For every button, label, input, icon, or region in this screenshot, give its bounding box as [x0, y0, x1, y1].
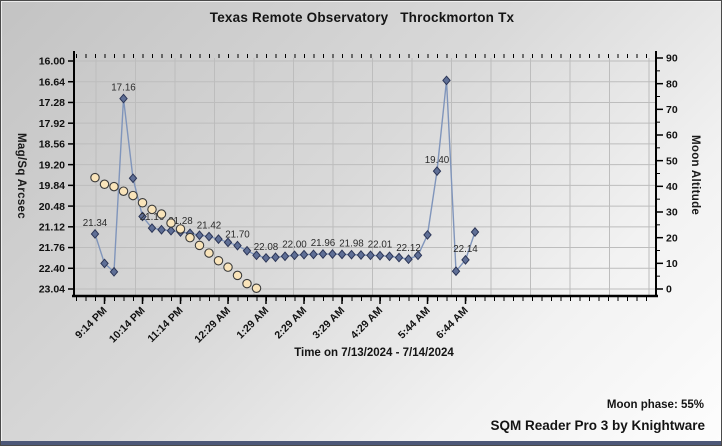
- svg-text:17.16: 17.16: [111, 83, 136, 94]
- svg-text:70: 70: [666, 104, 678, 116]
- svg-text:16.00: 16.00: [39, 56, 65, 68]
- svg-text:22.12: 22.12: [396, 243, 421, 254]
- svg-text:3:29 AM: 3:29 AM: [310, 304, 347, 341]
- app-credit-label: SQM Reader Pro 3 by Knightware: [490, 418, 705, 433]
- svg-text:21.16: 21.16: [140, 212, 165, 223]
- svg-text:23.04: 23.04: [39, 284, 65, 296]
- window-bottom-bar: [1, 441, 721, 445]
- svg-text:2:29 AM: 2:29 AM: [272, 304, 309, 341]
- svg-text:19.40: 19.40: [425, 155, 450, 166]
- svg-text:22.14: 22.14: [453, 244, 478, 255]
- x-axis-title: Time on 7/13/2024 - 7/14/2024: [294, 347, 454, 359]
- gridlines: [74, 58, 656, 296]
- svg-text:18.56: 18.56: [39, 139, 65, 151]
- svg-text:10: 10: [666, 258, 678, 270]
- chart-title: Texas Remote Observatory Throckmorton Tx: [209, 10, 515, 25]
- svg-text:60: 60: [666, 130, 678, 142]
- svg-text:9:14 PM: 9:14 PM: [73, 304, 110, 341]
- svg-text:50: 50: [666, 155, 678, 167]
- svg-text:22.40: 22.40: [39, 263, 65, 275]
- sqm-series: [90, 75, 480, 277]
- svg-text:20: 20: [666, 232, 678, 244]
- svg-text:90: 90: [666, 53, 678, 65]
- svg-text:5:44 AM: 5:44 AM: [396, 304, 433, 341]
- svg-text:12:29 AM: 12:29 AM: [192, 304, 233, 345]
- svg-text:17.28: 17.28: [39, 97, 65, 109]
- svg-text:10:14 PM: 10:14 PM: [107, 304, 148, 345]
- svg-text:21.12: 21.12: [39, 222, 65, 234]
- svg-text:21.98: 21.98: [339, 239, 364, 250]
- svg-text:80: 80: [666, 78, 678, 90]
- svg-text:22.01: 22.01: [368, 240, 393, 251]
- y-axis-left-title: Mag/Sq Arcsec: [15, 133, 27, 219]
- svg-text:21.28: 21.28: [168, 216, 193, 227]
- svg-text:0: 0: [666, 284, 672, 296]
- svg-text:40: 40: [666, 181, 678, 193]
- svg-text:6:44 AM: 6:44 AM: [434, 304, 471, 341]
- svg-text:19.20: 19.20: [39, 159, 65, 171]
- svg-text:21.76: 21.76: [39, 242, 65, 254]
- svg-text:17.92: 17.92: [39, 118, 65, 130]
- svg-text:22.00: 22.00: [282, 239, 307, 250]
- y-axis-right-title: Moon Altitude: [689, 134, 701, 216]
- svg-text:21.70: 21.70: [225, 230, 250, 241]
- moon-phase-label: Moon phase: 55%: [606, 399, 704, 411]
- svg-text:21.42: 21.42: [197, 221, 222, 232]
- svg-text:22.08: 22.08: [254, 242, 279, 253]
- svg-text:21.34: 21.34: [83, 218, 108, 229]
- svg-text:21.96: 21.96: [311, 238, 336, 249]
- svg-text:4:29 AM: 4:29 AM: [348, 304, 385, 341]
- svg-text:16.64: 16.64: [39, 76, 65, 88]
- svg-text:30: 30: [666, 207, 678, 219]
- x-axis-ticks: [76, 54, 647, 301]
- y-axis-right-ticks: 90 80 70 60 50 40 30 20 10 0: [656, 53, 678, 296]
- moon-series: [90, 172, 262, 293]
- svg-text:20.48: 20.48: [39, 201, 65, 213]
- y-axis-left-ticks: 16.00 16.64 17.28 17.92 18.56 19.20 19.84 20.48…: [39, 56, 74, 296]
- svg-text:11:14 PM: 11:14 PM: [145, 304, 185, 344]
- svg-text:19.84: 19.84: [39, 180, 65, 192]
- svg-text:1:29 AM: 1:29 AM: [234, 304, 271, 341]
